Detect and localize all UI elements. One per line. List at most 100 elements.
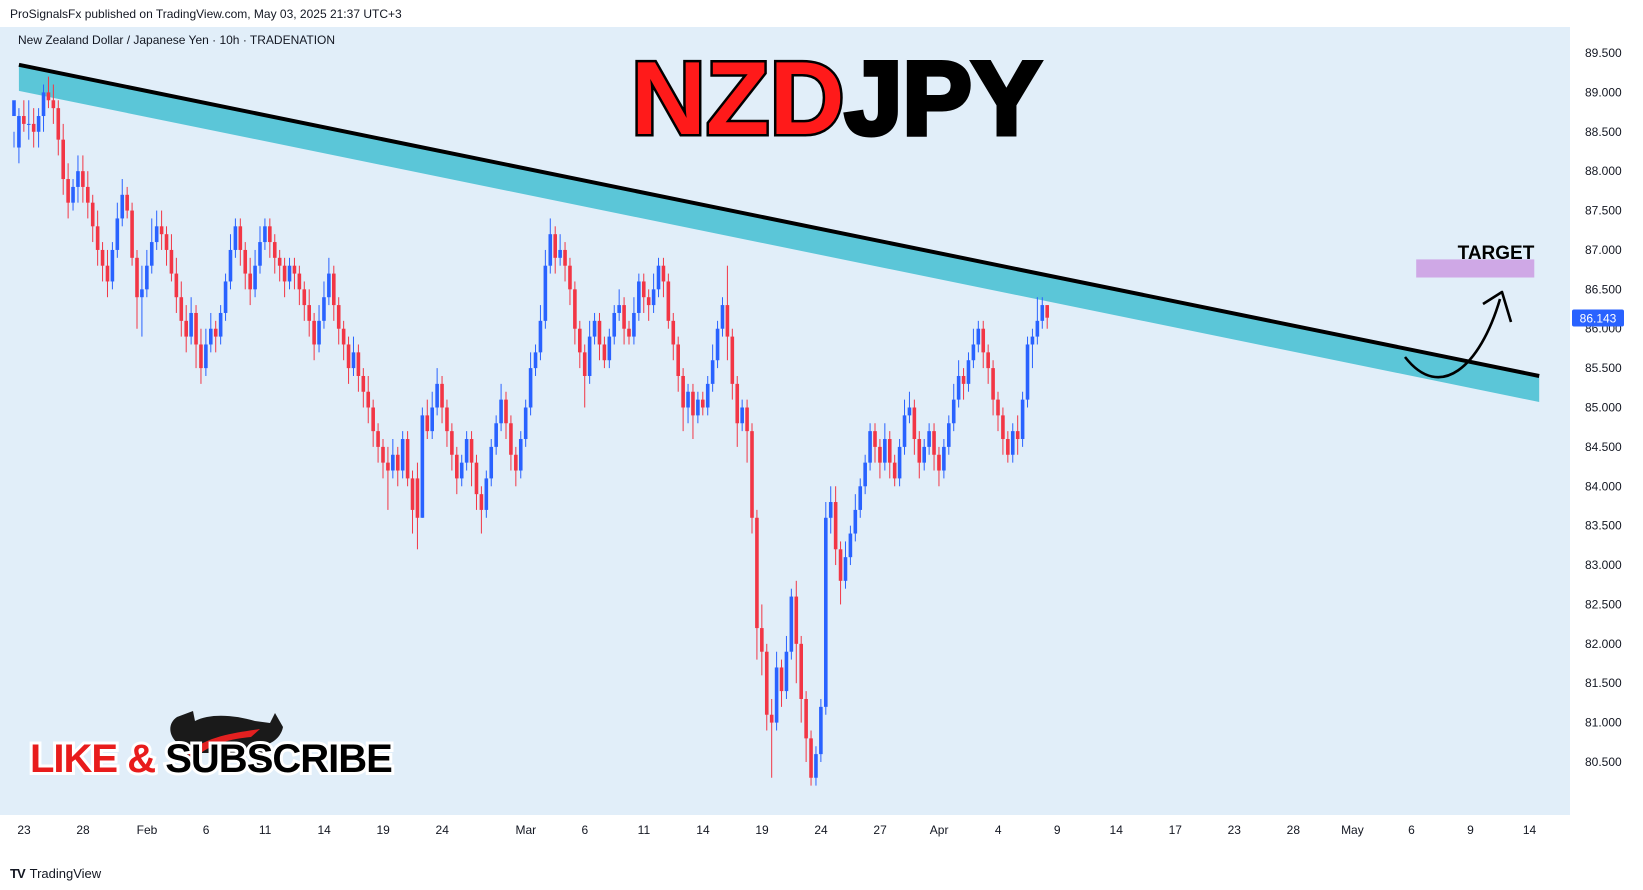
- candle-body: [26, 123, 31, 125]
- candle-body: [479, 494, 484, 510]
- x-tick-label: 24: [436, 823, 450, 837]
- candle-body: [838, 549, 843, 581]
- x-tick-label: 9: [1467, 823, 1474, 837]
- candle: [115, 202, 120, 258]
- candle-body: [149, 242, 154, 266]
- candle: [218, 305, 223, 345]
- candle-body: [612, 312, 617, 337]
- candle: [341, 320, 346, 361]
- candle-body: [213, 328, 218, 337]
- candle: [819, 698, 823, 762]
- candle-body: [90, 202, 95, 227]
- candle-body: [774, 667, 779, 723]
- price-chart[interactable]: New Zealand Dollar / Japanese Yen · 10h …: [0, 27, 1643, 855]
- y-tick-label: 87.500: [1585, 204, 1622, 218]
- chart-area[interactable]: New Zealand Dollar / Japanese Yen · 10h …: [0, 27, 1643, 855]
- y-tick-label: 86.500: [1585, 282, 1622, 296]
- candles: [12, 76, 1049, 786]
- candle: [66, 163, 70, 219]
- candle: [612, 305, 617, 345]
- candle-body: [514, 454, 518, 471]
- candle-body: [391, 454, 395, 471]
- candle-body: [986, 352, 990, 369]
- candle: [130, 202, 134, 266]
- candle-body: [22, 116, 26, 124]
- candle-body: [646, 297, 651, 306]
- candle-body: [110, 249, 115, 282]
- candle: [263, 218, 267, 250]
- candle: [1040, 297, 1045, 329]
- candle: [317, 305, 321, 353]
- candle-body: [489, 446, 494, 479]
- candle: [223, 273, 228, 321]
- candle-body: [371, 407, 375, 432]
- candle: [607, 328, 612, 369]
- x-tick-label: 14: [1523, 823, 1537, 837]
- candle: [907, 391, 912, 424]
- y-tick-label: 88.500: [1585, 125, 1622, 139]
- candle: [272, 234, 277, 274]
- candle-body: [701, 399, 705, 408]
- candle: [922, 439, 926, 471]
- candle-body: [794, 596, 799, 644]
- candle: [179, 281, 184, 337]
- promo-text[interactable]: LIKE & SUBSCRIBE: [27, 734, 396, 784]
- candle-body: [956, 375, 961, 400]
- candle: [100, 242, 105, 282]
- candle: [395, 446, 400, 487]
- candle-body: [809, 738, 813, 778]
- y-axis-panel[interactable]: [1570, 27, 1643, 815]
- candle: [971, 328, 976, 369]
- candle-body: [135, 257, 139, 298]
- candle: [838, 541, 843, 605]
- candle-body: [740, 407, 744, 424]
- candle: [887, 431, 892, 479]
- candle: [755, 509, 759, 660]
- x-tick-label: 23: [17, 823, 31, 837]
- candle: [391, 439, 395, 479]
- candle-body: [661, 265, 666, 282]
- candle: [518, 431, 523, 479]
- candle-body: [61, 139, 65, 180]
- y-tick-label: 81.500: [1585, 676, 1622, 690]
- candle-body: [578, 328, 582, 353]
- candle-body: [843, 557, 848, 581]
- candle-body: [720, 305, 725, 329]
- candle-body: [1010, 431, 1015, 455]
- candle: [233, 218, 238, 258]
- candle-body: [272, 242, 277, 258]
- footer-brand-label: TradingView: [29, 866, 102, 881]
- candle: [1015, 415, 1020, 455]
- x-axis-panel[interactable]: [0, 815, 1643, 855]
- candle-body: [671, 320, 676, 345]
- candle-body: [474, 462, 479, 495]
- candle-body: [769, 714, 774, 723]
- candle: [90, 194, 95, 243]
- x-tick-label: 14: [696, 823, 710, 837]
- candle-body: [494, 423, 498, 447]
- candle: [86, 171, 90, 219]
- candle: [450, 423, 454, 471]
- target-zone: [1416, 259, 1535, 278]
- trendline-line: [18, 62, 1540, 378]
- candle-body: [518, 439, 523, 471]
- candle-body: [873, 431, 877, 447]
- footer-brand[interactable]: TV TradingView: [10, 866, 101, 881]
- candle-body: [1035, 320, 1040, 337]
- candle-body: [120, 194, 125, 219]
- candle-body: [440, 383, 444, 408]
- trendline[interactable]: [18, 62, 1540, 378]
- candle: [504, 391, 508, 440]
- candle: [1025, 336, 1030, 408]
- candle: [297, 265, 302, 306]
- candle: [435, 368, 439, 416]
- candle-body: [971, 344, 976, 361]
- candle: [892, 454, 897, 487]
- candle-body: [828, 502, 833, 518]
- candle: [937, 446, 941, 487]
- candle: [164, 226, 169, 266]
- x-tick-label: Mar: [516, 823, 537, 837]
- candle-body: [951, 399, 956, 424]
- candle: [105, 249, 110, 298]
- candle: [174, 257, 179, 313]
